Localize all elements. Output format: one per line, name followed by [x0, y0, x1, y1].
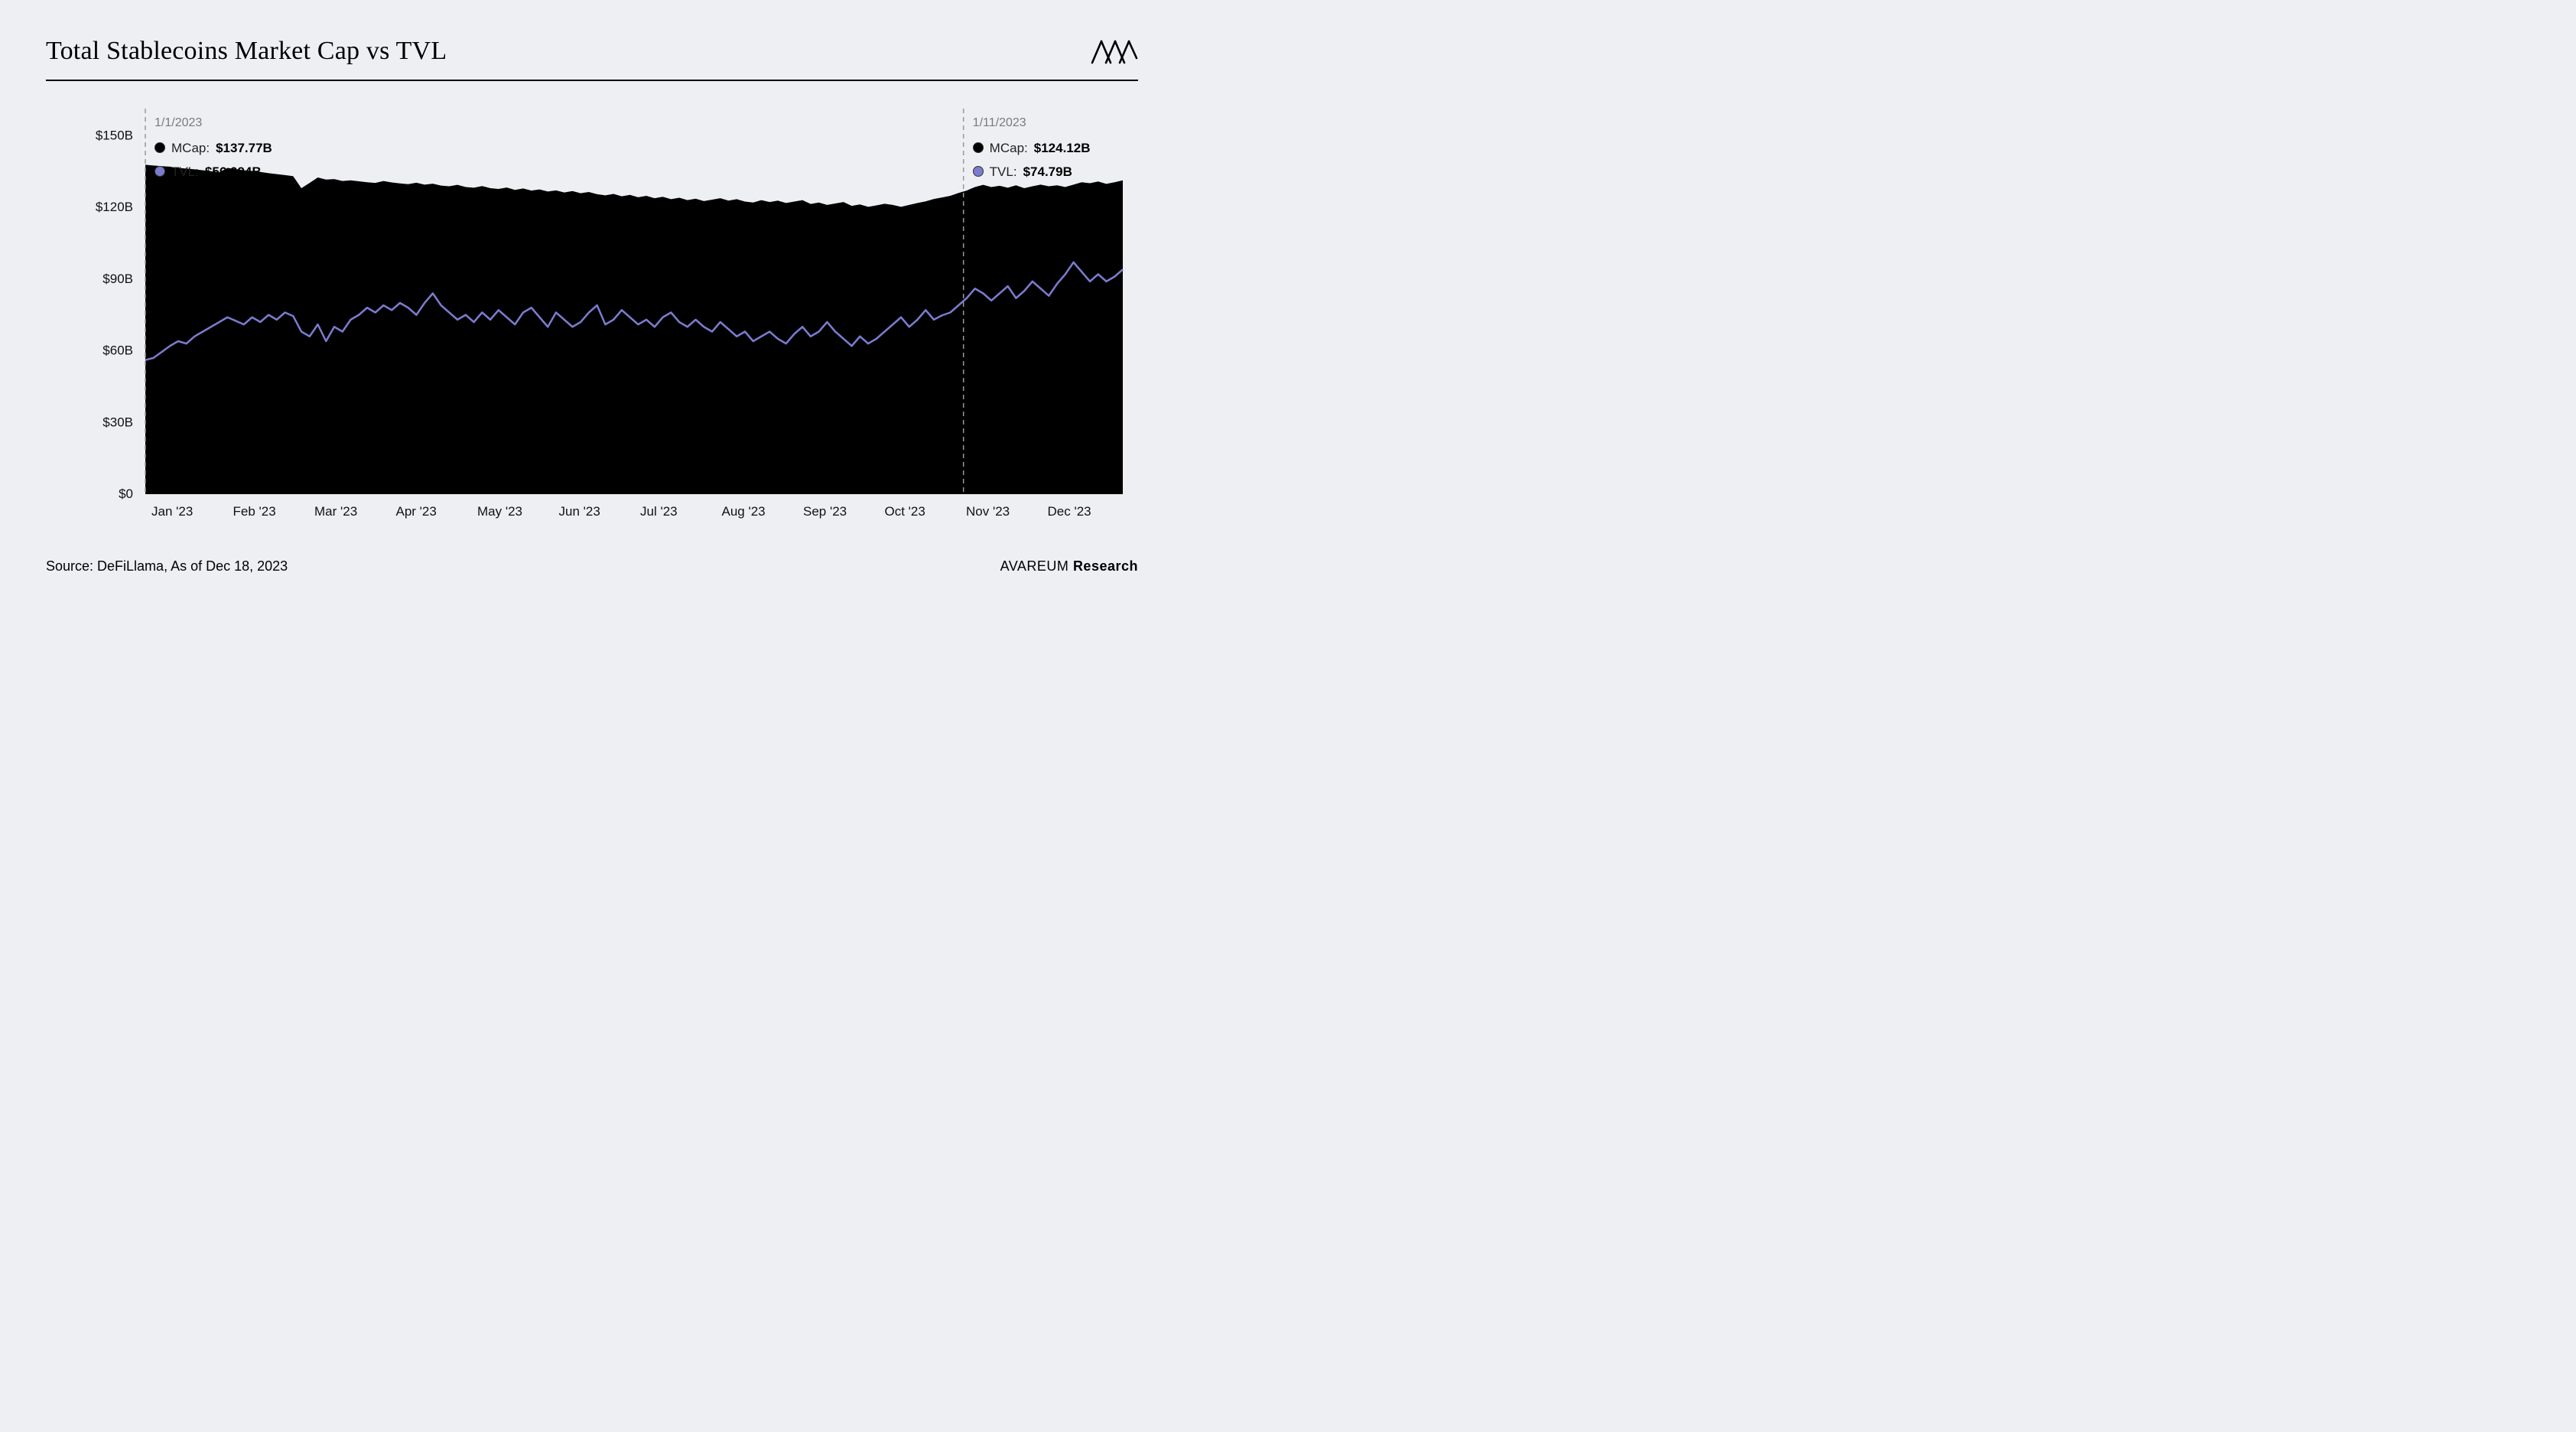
svg-text:Feb '23: Feb '23 — [233, 504, 276, 519]
svg-text:Sep '23: Sep '23 — [803, 504, 847, 519]
callout-label: TVL: — [990, 161, 1017, 182]
callout-date: 1/11/2023 — [973, 113, 1091, 133]
series-dot-icon — [973, 166, 984, 177]
svg-text:May '23: May '23 — [477, 504, 522, 519]
chart-callout: 1/1/2023 MCap: $137.77B TVL: $56.094B — [154, 113, 272, 182]
svg-text:Dec '23: Dec '23 — [1048, 504, 1091, 519]
callout-value: $124.12B — [1034, 138, 1091, 158]
svg-text:$120B: $120B — [96, 200, 133, 214]
callout-value: $137.77B — [216, 138, 272, 158]
chart-area: $0 $30B $60B $90B $120B $150B Jan '23 Feb '23 Ma… — [46, 104, 1138, 532]
callout-row: TVL: $56.094B — [154, 161, 272, 182]
callout-row: MCap: $124.12B — [973, 138, 1091, 158]
brand-name: AVAREUM — [1000, 558, 1073, 574]
callout-value: $56.094B — [205, 161, 262, 182]
callout-row: TVL: $74.79B — [973, 161, 1091, 182]
svg-text:$30B: $30B — [102, 415, 133, 429]
svg-text:Apr '23: Apr '23 — [396, 504, 437, 519]
callout-value: $74.79B — [1023, 161, 1072, 182]
brand-text: AVAREUM Research — [1000, 558, 1138, 574]
svg-text:Oct '23: Oct '23 — [885, 504, 925, 519]
source-text: Source: DeFiLlama, As of Dec 18, 2023 — [46, 558, 288, 574]
svg-text:Jul '23: Jul '23 — [640, 504, 678, 519]
callout-label: MCap: — [990, 138, 1028, 158]
svg-text:Mar '23: Mar '23 — [314, 504, 357, 519]
chart-callout: 1/11/2023 MCap: $124.12B TVL: $74.79B — [973, 113, 1091, 182]
callout-label: TVL: — [171, 161, 199, 182]
callout-date: 1/1/2023 — [154, 113, 272, 133]
svg-text:Nov '23: Nov '23 — [966, 504, 1010, 519]
svg-text:$0: $0 — [119, 487, 133, 501]
series-dot-icon — [973, 142, 984, 153]
callout-label: MCap: — [171, 138, 210, 158]
svg-text:Jan '23: Jan '23 — [151, 504, 193, 519]
svg-text:$150B: $150B — [96, 128, 133, 142]
chart-title: Total Stablecoins Market Cap vs TVL — [46, 37, 447, 66]
brand-suffix: Research — [1073, 558, 1138, 574]
chart-footer: Source: DeFiLlama, As of Dec 18, 2023 AV… — [46, 558, 1138, 574]
svg-text:$60B: $60B — [102, 343, 133, 358]
svg-text:Jun '23: Jun '23 — [559, 504, 600, 519]
brand-logo-icon — [1089, 38, 1138, 66]
chart-header: Total Stablecoins Market Cap vs TVL — [46, 37, 1138, 81]
series-dot-icon — [154, 142, 165, 153]
svg-text:Aug '23: Aug '23 — [722, 504, 766, 519]
series-dot-icon — [154, 166, 165, 177]
callout-row: MCap: $137.77B — [154, 138, 272, 158]
svg-text:$90B: $90B — [102, 272, 133, 286]
